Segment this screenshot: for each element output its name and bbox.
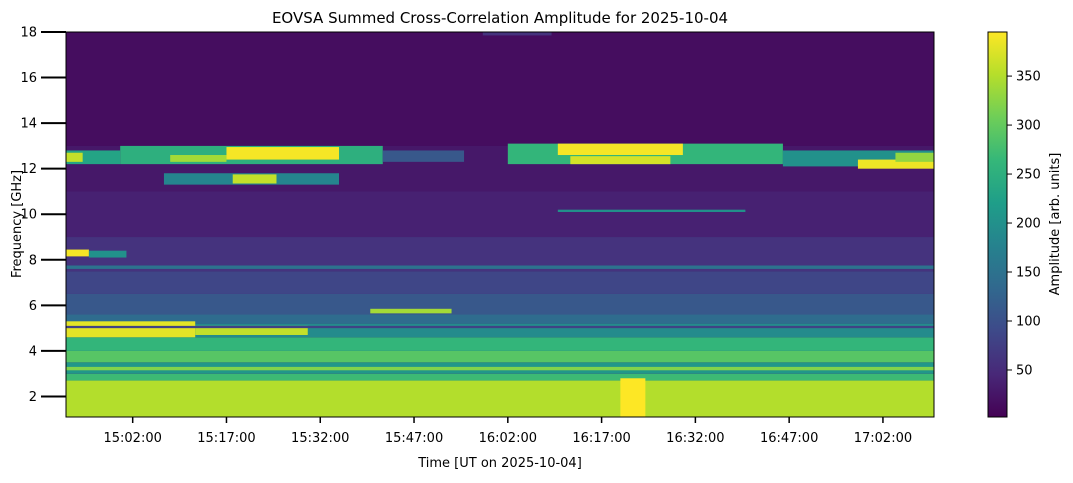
heatmap-band <box>482 32 552 36</box>
heatmap-band <box>66 271 934 294</box>
x-tick-label: 16:02:00 <box>479 431 537 446</box>
heatmap-band <box>66 249 89 257</box>
x-tick-label: 15:47:00 <box>385 431 443 446</box>
heatmap-band <box>370 308 452 314</box>
y-tick-label: 12 <box>20 162 37 177</box>
y-tick-label: 4 <box>29 344 37 359</box>
heatmap-band <box>382 150 465 162</box>
y-tick-label: 8 <box>29 253 37 268</box>
y-tick-label: 14 <box>20 117 37 132</box>
heatmap-band <box>66 152 83 162</box>
heatmap-band <box>66 350 934 363</box>
chart-title: EOVSA Summed Cross-Correlation Amplitude… <box>272 9 728 27</box>
heatmap-band <box>66 380 934 417</box>
heatmap-band <box>232 174 277 184</box>
heatmap-band <box>620 378 646 417</box>
y-axis: 2 4 6 8 10 12 14 16 18 <box>20 26 66 405</box>
y-tick-label: 6 <box>29 299 37 314</box>
y-tick-label: 18 <box>20 26 37 41</box>
heatmap-band <box>170 155 227 162</box>
heatmap-band <box>570 156 671 165</box>
x-tick-label: 15:32:00 <box>291 431 349 446</box>
colorbar-axis: 50 100 150 200 250 300 350 <box>1007 70 1041 378</box>
x-tick-label: 15:02:00 <box>103 431 161 446</box>
heatmap-band <box>66 314 934 324</box>
colorbar-tick-label: 100 <box>1016 314 1041 329</box>
heatmap-band <box>226 147 340 160</box>
colorbar-label: Amplitude [arb. units] <box>1048 153 1063 296</box>
colorbar-tick-label: 300 <box>1016 119 1041 134</box>
heatmap-band <box>66 325 934 329</box>
heatmap-band <box>66 191 934 238</box>
y-tick-label: 16 <box>20 71 37 86</box>
heatmap-band <box>66 265 934 269</box>
x-tick-label: 16:32:00 <box>666 431 724 446</box>
heatmap-band <box>88 250 127 258</box>
heatmap-band <box>66 366 934 371</box>
heatmap-band <box>66 321 196 338</box>
x-tick-label: 16:47:00 <box>760 431 818 446</box>
heatmap-band <box>857 159 934 169</box>
colorbar-tick-label: 150 <box>1016 266 1041 281</box>
heatmap-band <box>66 373 934 381</box>
colorbar-tick-label: 50 <box>1016 363 1033 378</box>
y-axis-label: Frequency [GHz] <box>10 170 25 278</box>
plot-area <box>66 32 934 417</box>
y-tick-label: 2 <box>29 390 37 405</box>
colorbar-tick-label: 200 <box>1016 217 1041 232</box>
x-axis-label: Time [UT on 2025-10-04] <box>417 456 582 471</box>
plot-frame <box>65 31 935 418</box>
heatmap-band <box>66 293 934 315</box>
colorbar <box>987 31 1008 418</box>
heatmap-band <box>557 209 746 212</box>
heatmap-band <box>895 152 934 162</box>
heatmap-band <box>66 337 934 351</box>
x-tick-label: 15:17:00 <box>197 431 255 446</box>
colorbar-tick-label: 350 <box>1016 70 1041 85</box>
x-tick-label: 16:17:00 <box>572 431 630 446</box>
y-tick-label: 10 <box>20 208 37 223</box>
heatmap-band <box>195 325 308 335</box>
colorbar-tick-label: 250 <box>1016 168 1041 183</box>
heatmap-band <box>66 32 934 146</box>
heatmap-band <box>557 143 683 156</box>
x-tick-label: 17:02:00 <box>854 431 912 446</box>
x-axis: 15:02:00 15:17:00 15:32:00 15:47:00 16:02:00… <box>103 417 912 446</box>
